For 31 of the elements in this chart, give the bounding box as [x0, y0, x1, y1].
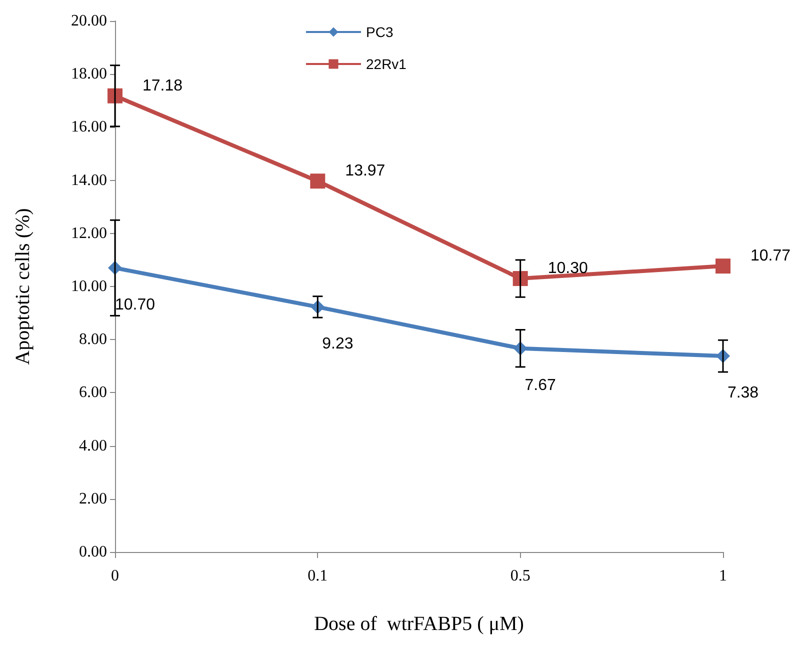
data-label: 9.23	[322, 335, 354, 352]
y-tick-label: 14.00	[71, 172, 107, 189]
point	[310, 174, 326, 189]
y-axis-title: Apoptotic cells (%)	[12, 208, 34, 365]
y-tick-label: 4.00	[79, 437, 107, 454]
data-label: 10.30	[548, 260, 588, 278]
point	[512, 271, 528, 286]
y-tick-label: 10.00	[71, 278, 107, 295]
y-tick-label: 0.00	[79, 544, 107, 560]
data-label: 10.77	[750, 248, 791, 265]
legend-label: PC3	[366, 24, 394, 40]
y-tick-label: 18.00	[71, 66, 107, 83]
data-label: 10.70	[114, 296, 156, 314]
data-label: 7.67	[524, 376, 556, 394]
y-tick-label: 2.00	[79, 490, 107, 508]
point	[716, 258, 730, 274]
legend-label: 22Rv1	[366, 56, 407, 72]
y-tick-label: 16.00	[71, 118, 107, 136]
x-tick-label: 0.5	[510, 568, 530, 584]
x-axis-title: Dose of wtrFABP5 ( μM)	[314, 613, 524, 635]
y-tick-label: 20.00	[71, 12, 107, 30]
data-label: 7.38	[727, 384, 759, 402]
data-label: 13.97	[345, 162, 386, 180]
data-label: 17.18	[142, 77, 183, 94]
y-tick-label: 12.00	[71, 224, 107, 242]
x-tick-label: 0.1	[308, 568, 328, 584]
y-tick-label: 8.00	[79, 331, 107, 348]
y-tick-label: 6.00	[79, 384, 107, 402]
point	[108, 88, 122, 104]
x-tick-label: 1	[719, 568, 727, 584]
x-tick-label: 0	[111, 568, 119, 584]
